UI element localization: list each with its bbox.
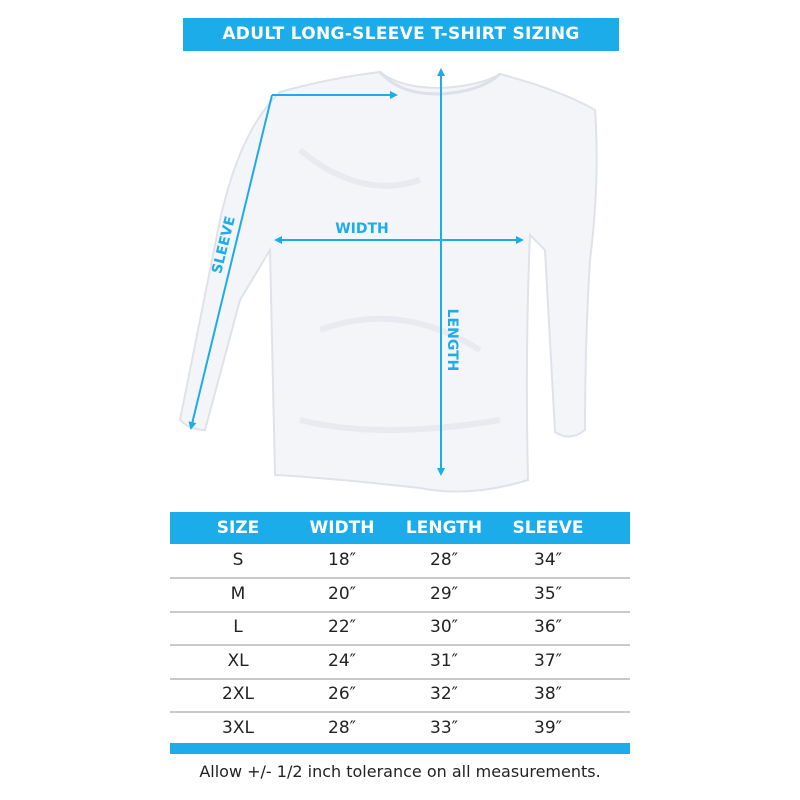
cell-width: 28″	[328, 718, 356, 738]
cell-size: L	[233, 617, 243, 638]
cell-width: 22″	[328, 617, 356, 638]
cell-length: 28″	[430, 550, 458, 570]
table-row: XL 24″ 31″ 37″	[170, 645, 630, 680]
cell-length: 30″	[430, 617, 458, 638]
cell-width: 26″	[328, 684, 356, 705]
table-row: 3XL 28″ 33″ 39″	[170, 712, 630, 747]
tolerance-note: Allow +/- 1/2 inch tolerance on all meas…	[199, 762, 601, 781]
cell-size: M	[230, 583, 246, 604]
table-row: S 18″ 28″ 34″	[170, 544, 630, 579]
cell-sleeve: 38″	[534, 684, 562, 705]
width-label: WIDTH	[335, 221, 389, 237]
table-row: M 20″ 29″ 35″	[170, 578, 630, 613]
header-length: LENGTH	[405, 518, 483, 538]
cell-width: 24″	[328, 650, 356, 671]
table-row: L 22″ 30″ 36″	[170, 611, 630, 647]
header-sleeve: SLEEVE	[512, 518, 584, 538]
length-label: LENGTH	[444, 309, 460, 372]
shirt-diagram: WIDTH LENGTH SLEEVE	[178, 68, 598, 493]
cell-width: 20″	[328, 583, 356, 604]
cell-size: XL	[227, 650, 249, 671]
table-footer-bar	[170, 743, 630, 754]
header-width: WIDTH	[309, 518, 375, 538]
cell-length: 33″	[430, 718, 458, 738]
table-header: SIZE WIDTH LENGTH SLEEVE	[170, 512, 630, 544]
table-row: 2XL 26″ 32″ 38″	[170, 678, 630, 714]
cell-sleeve: 36″	[534, 617, 562, 638]
cell-sleeve: 39″	[534, 718, 562, 738]
cell-length: 29″	[430, 583, 458, 604]
cell-sleeve: 37″	[534, 650, 562, 671]
cell-size: 2XL	[222, 684, 254, 705]
chart-title: ADULT LONG-SLEEVE T-SHIRT SIZING	[183, 18, 619, 51]
cell-length: 31″	[430, 650, 458, 671]
cell-sleeve: 34″	[534, 550, 562, 570]
cell-width: 18″	[328, 550, 356, 570]
cell-size: 3XL	[222, 718, 254, 738]
cell-sleeve: 35″	[534, 583, 562, 604]
cell-size: S	[232, 550, 244, 570]
header-size: SIZE	[216, 518, 260, 538]
sleeve-arrow	[188, 94, 273, 430]
cell-length: 32″	[430, 684, 458, 705]
